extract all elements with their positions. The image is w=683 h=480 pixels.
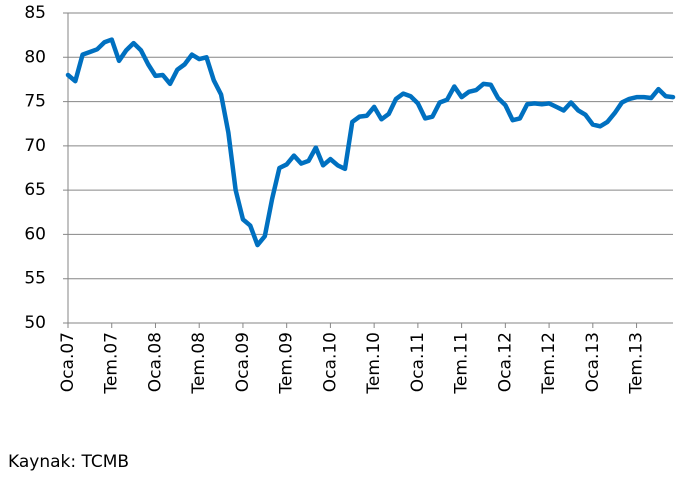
x-tick-label: Oca.13 <box>583 332 603 392</box>
y-tick-label: 75 <box>24 92 46 112</box>
x-tick-label: Tem.11 <box>452 332 472 395</box>
x-tick-label: Tem.09 <box>277 332 297 395</box>
x-tick-label: Oca.09 <box>233 332 253 392</box>
y-tick-label: 60 <box>24 224 46 244</box>
x-tick-label: Oca.07 <box>58 332 78 392</box>
x-tick-label: Tem.12 <box>539 332 559 395</box>
y-tick-label: 65 <box>24 180 46 200</box>
x-tick-label: Tem.13 <box>627 332 647 395</box>
x-tick-label: Oca.12 <box>495 332 515 392</box>
x-tick-label: Oca.11 <box>408 332 428 392</box>
x-tick-label: Oca.08 <box>145 332 165 392</box>
x-tick-label: Tem.10 <box>364 332 384 395</box>
line <box>65 37 676 248</box>
y-tick-label: 70 <box>24 136 46 156</box>
x-tick-label: Tem.07 <box>102 332 122 395</box>
y-tick-label: 55 <box>24 269 46 289</box>
y-tick-label: 85 <box>24 3 46 23</box>
x-tick-label: Oca.10 <box>320 332 340 392</box>
y-tick-label: 80 <box>24 47 46 67</box>
x-tick-label: Tem.08 <box>189 332 209 395</box>
y-tick-label: 50 <box>24 313 46 333</box>
source-note: Kaynak: TCMB <box>8 452 129 472</box>
